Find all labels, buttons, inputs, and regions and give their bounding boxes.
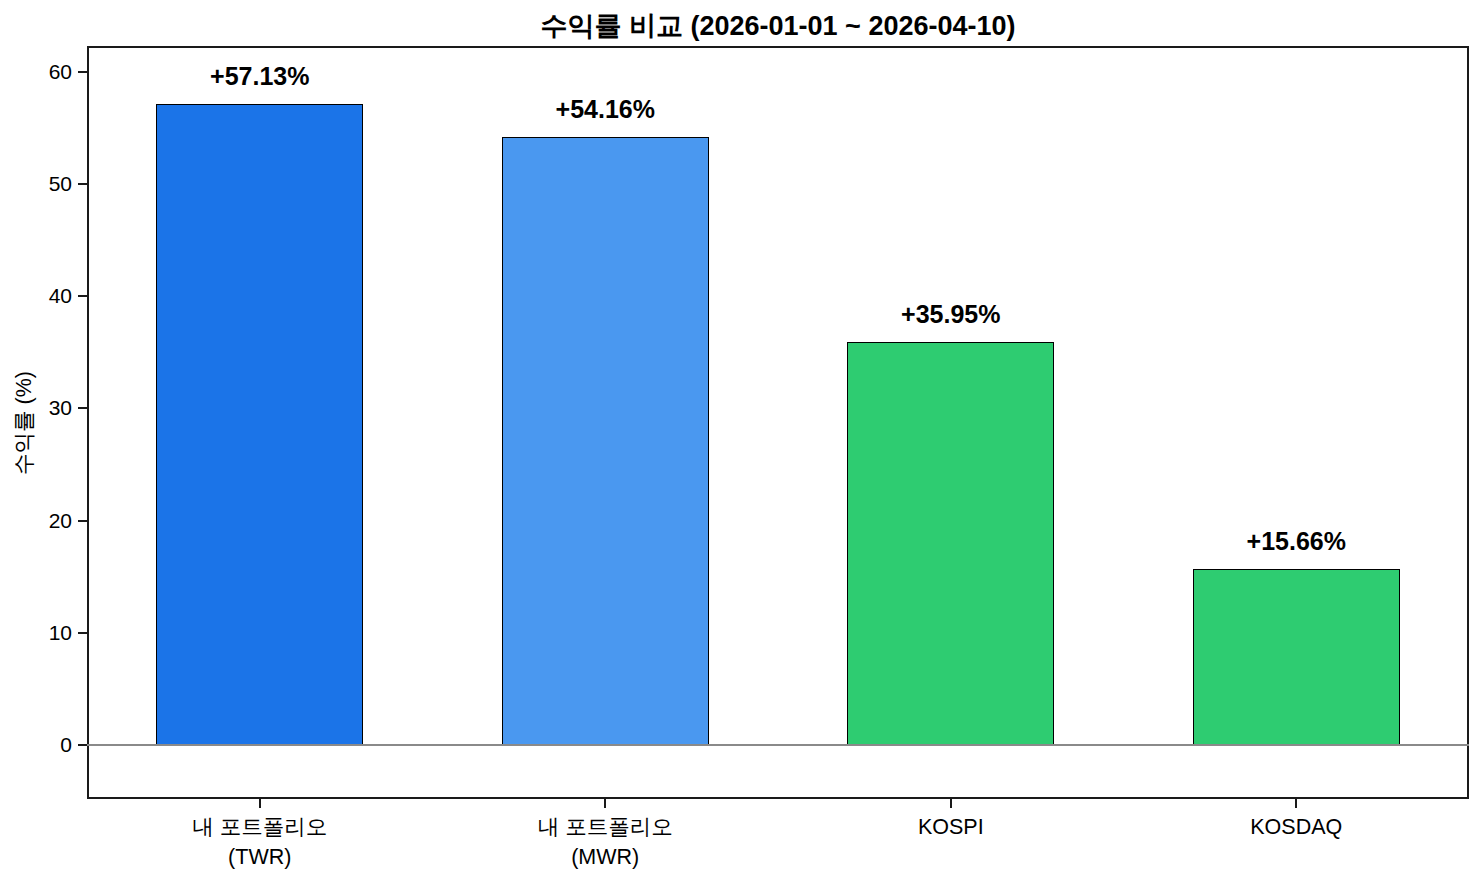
x-tick-label-line: (MWR) [538, 842, 673, 872]
y-tick-mark [78, 71, 87, 73]
bar [1193, 569, 1400, 745]
x-tick-label: KOSDAQ [1250, 812, 1342, 842]
x-tick-mark [1295, 799, 1297, 808]
bar-value-label: +35.95% [901, 300, 1000, 329]
x-tick-label-line: KOSPI [918, 812, 984, 842]
x-tick-label-line: 내 포트폴리오 [192, 812, 327, 842]
y-tick-label: 60 [0, 59, 72, 85]
bar [847, 342, 1054, 745]
y-tick-mark [78, 744, 87, 746]
x-tick-label: KOSPI [918, 812, 984, 842]
x-tick-label: 내 포트폴리오(MWR) [538, 812, 673, 872]
x-tick-label-line: KOSDAQ [1250, 812, 1342, 842]
y-tick-mark [78, 520, 87, 522]
y-tick-mark [78, 407, 87, 409]
x-tick-label-line: 내 포트폴리오 [538, 812, 673, 842]
x-tick-label-line: (TWR) [192, 842, 327, 872]
y-tick-label: 50 [0, 171, 72, 197]
y-tick-mark [78, 295, 87, 297]
x-tick-mark [950, 799, 952, 808]
bar-chart-figure: 수익률 비교 (2026-01-01 ~ 2026-04-10) 수익률 (%)… [0, 0, 1484, 883]
zero-baseline [87, 744, 1469, 746]
chart-title: 수익률 비교 (2026-01-01 ~ 2026-04-10) [541, 8, 1016, 44]
bar [156, 104, 363, 745]
y-tick-mark [78, 183, 87, 185]
bar-value-label: +15.66% [1247, 527, 1346, 556]
y-tick-label: 40 [0, 283, 72, 309]
bar-value-label: +54.16% [556, 95, 655, 124]
y-tick-label: 10 [0, 620, 72, 646]
y-tick-mark [78, 632, 87, 634]
x-tick-mark [259, 799, 261, 808]
y-tick-label: 0 [0, 732, 72, 758]
y-tick-label: 30 [0, 395, 72, 421]
bar-value-label: +57.13% [210, 62, 309, 91]
x-tick-mark [604, 799, 606, 808]
bar [502, 137, 709, 745]
y-tick-label: 20 [0, 508, 72, 534]
x-tick-label: 내 포트폴리오(TWR) [192, 812, 327, 872]
